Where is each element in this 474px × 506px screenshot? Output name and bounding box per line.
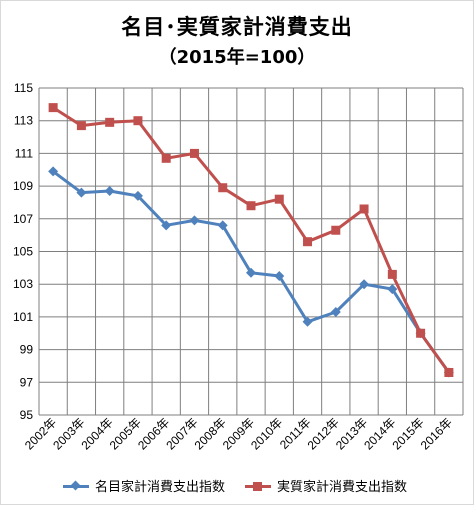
y-tick-label: 115 (14, 81, 33, 95)
data-point-real (105, 117, 115, 127)
data-point-real (359, 204, 369, 214)
data-point-nominal (330, 306, 341, 317)
y-tick-label: 111 (15, 146, 34, 160)
data-point-nominal (274, 271, 285, 282)
data-point-nominal (48, 166, 59, 177)
data-point-real (444, 367, 454, 377)
y-tick-label: 113 (14, 114, 33, 128)
y-tick-label: 103 (13, 277, 33, 291)
legend-item-nominal: 名目家計消費支出指数 (63, 476, 225, 495)
data-point-nominal (359, 279, 370, 290)
data-point-real (246, 201, 256, 211)
legend-label-nominal: 名目家計消費支出指数 (95, 480, 226, 495)
data-point-nominal (189, 215, 200, 226)
chart-subtitle: （2015年=100） (158, 47, 316, 68)
data-point-real (387, 269, 397, 279)
legend-label-real: 実質家計消費支出指数 (277, 480, 408, 495)
data-point-nominal (387, 284, 398, 295)
data-point-real (218, 183, 228, 193)
legend: 名目家計消費支出指数 実質家計消費支出指数 (1, 476, 473, 496)
data-point-nominal (104, 186, 115, 197)
data-point-real (161, 153, 171, 163)
y-tick-label: 109 (13, 179, 33, 193)
y-tick-label: 95 (20, 408, 34, 422)
y-tick-label: 101 (13, 310, 33, 324)
data-point-nominal (217, 220, 228, 231)
series-line-real (52, 106, 451, 374)
chart-title: 名目･実質家計消費支出 (121, 15, 353, 39)
data-point-nominal (302, 316, 313, 327)
y-tick-label: 97 (20, 375, 34, 389)
y-tick-label: 99 (20, 343, 34, 357)
data-point-real (274, 194, 284, 204)
data-point-nominal (246, 267, 256, 278)
data-point-real (416, 328, 426, 338)
legend-square-marker (245, 481, 271, 491)
data-point-real (133, 116, 143, 126)
x-tick-label: 2016年 (418, 415, 455, 452)
data-point-real (48, 103, 58, 113)
data-point-real (76, 121, 86, 131)
x-tick-label: 2010年 (248, 415, 285, 452)
legend-diamond-marker (63, 480, 89, 491)
data-point-real (331, 225, 341, 235)
data-point-real (189, 148, 199, 158)
legend-item-real: 実質家計消費支出指数 (245, 476, 407, 495)
y-tick-label: 105 (13, 245, 33, 259)
data-point-nominal (132, 190, 143, 201)
data-point-nominal (161, 220, 172, 231)
data-point-nominal (76, 187, 87, 198)
y-tick-label: 107 (13, 212, 33, 226)
data-point-real (303, 237, 313, 247)
